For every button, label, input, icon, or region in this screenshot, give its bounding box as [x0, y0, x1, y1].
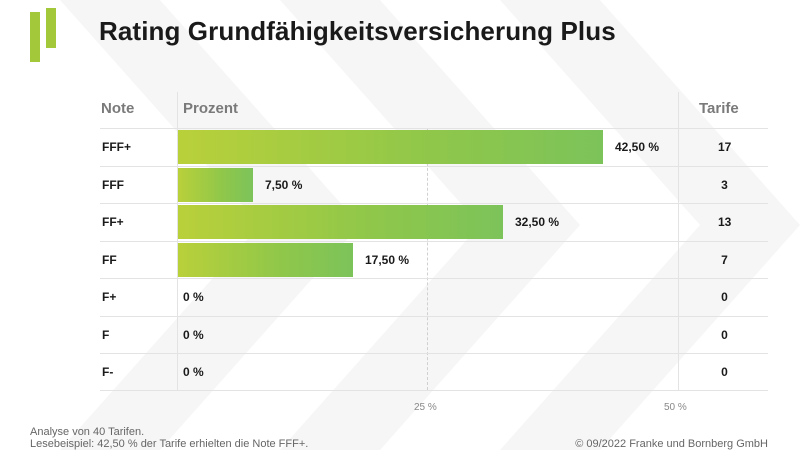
table-row: F- 0 % 0 — [100, 353, 768, 391]
note-label: FFF — [102, 177, 124, 192]
chart-title: Rating Grundfähigkeitsversicherung Plus — [99, 16, 616, 46]
bar-value-label: 32,50 % — [515, 215, 560, 229]
table-row: FFF 7,50 % 3 — [100, 165, 768, 204]
note-label: F — [102, 327, 110, 342]
table-row: FF+ 32,50 % 13 — [100, 203, 768, 241]
bar-value-label: 0 % — [183, 327, 204, 342]
rating-table: FFF+ 42,50 % 17 FFF 7,50 % 3 FF+ 32,50 % 13 FF 17,… — [100, 128, 768, 391]
x-tick-label: 50 % — [664, 402, 687, 413]
gridline-25 — [427, 128, 428, 390]
bar-value-label: 17,50 % — [365, 252, 410, 267]
footnote-example: Lesebeispiel: 42,50 % der Tarife erhielt… — [30, 438, 309, 450]
bar — [178, 242, 353, 277]
tarife-count: 0 — [721, 327, 728, 342]
bar — [178, 167, 253, 202]
note-label: F+ — [102, 290, 117, 304]
tarife-count: 0 — [721, 365, 728, 379]
tarife-count: 0 — [721, 290, 728, 304]
column-header-note: Note — [101, 100, 135, 117]
table-row: F 0 % 0 — [100, 315, 768, 354]
x-tick-label: 25 % — [414, 402, 437, 413]
bar-value-label: 0 % — [183, 365, 204, 379]
bar — [178, 205, 503, 239]
bar-value-label: 7,50 % — [265, 177, 303, 192]
column-header-tarife: Tarife — [699, 100, 739, 117]
table-row: FF 17,50 % 7 — [100, 240, 768, 279]
note-label: FF+ — [102, 215, 124, 229]
bar-value-label: 0 % — [183, 290, 204, 304]
tarife-count: 13 — [718, 215, 732, 229]
copyright-text: © 09/2022 Franke und Bornberg GmbH — [575, 438, 768, 450]
tarife-count: 3 — [721, 177, 728, 192]
table-row: F+ 0 % 0 — [100, 278, 768, 316]
note-label: FF — [102, 252, 117, 267]
bar-value-label: 42,50 % — [615, 140, 660, 154]
bar — [178, 130, 603, 164]
tarife-count: 17 — [718, 140, 732, 154]
note-label: FFF+ — [102, 140, 131, 154]
footnote-analysis: Analyse von 40 Tarifen. — [30, 426, 145, 438]
note-label: F- — [102, 365, 114, 379]
table-row: FFF+ 42,50 % 17 — [100, 128, 768, 166]
column-header-prozent: Prozent — [183, 100, 239, 117]
tarife-count: 7 — [721, 252, 728, 267]
